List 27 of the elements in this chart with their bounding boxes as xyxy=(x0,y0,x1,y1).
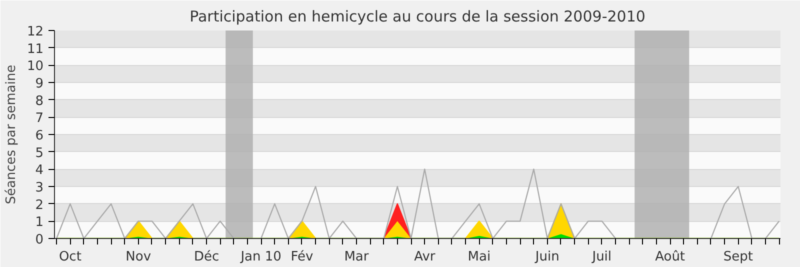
y-tick-label: 7 xyxy=(35,111,44,126)
y-tick-label: 12 xyxy=(26,24,44,40)
x-tick-label: Juin xyxy=(534,250,560,264)
y-tick-label: 0 xyxy=(35,232,44,248)
x-tick-label: Mar xyxy=(344,250,370,264)
x-tick-label: Sept xyxy=(723,250,754,264)
y-tick-label: 4 xyxy=(35,163,44,178)
y-tick-label: 9 xyxy=(35,76,44,92)
y-tick-label: 11 xyxy=(26,42,44,57)
x-tick-label: Nov xyxy=(126,250,152,264)
x-tick-label: Déc xyxy=(194,250,220,264)
x-tick-label: Juil xyxy=(591,250,612,264)
y-axis-title: Séances par semaine xyxy=(4,64,19,204)
y-tick-label: 8 xyxy=(35,94,44,109)
x-tick-label: Fév xyxy=(290,250,314,264)
y-tick-label: 5 xyxy=(35,146,44,161)
chart-title: Participation en hemicycle au cours de la session 2009-2010 xyxy=(190,8,646,26)
y-tick-label: 2 xyxy=(35,198,44,213)
y-tick-label: 10 xyxy=(26,59,44,74)
y-tick-label: 3 xyxy=(35,180,44,196)
x-tick-label: Août xyxy=(655,250,686,264)
x-tick-label: Mai xyxy=(468,250,491,264)
x-tick-label: Jan 10 xyxy=(240,250,282,264)
x-tick-label: Avr xyxy=(414,250,436,264)
y-tick-label: 6 xyxy=(35,128,44,144)
x-tick-label: Oct xyxy=(58,250,82,264)
y-tick-label: 1 xyxy=(35,215,44,230)
